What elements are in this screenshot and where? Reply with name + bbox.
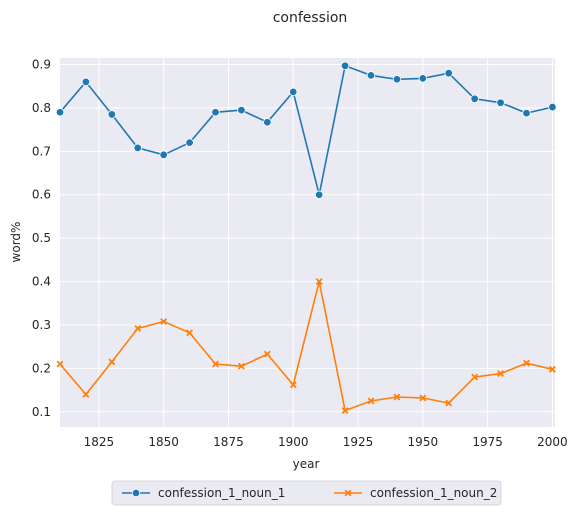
data-point [418,74,428,83]
data-point [263,350,271,358]
x-tick-label: 1875 [213,435,244,449]
data-point [160,318,168,325]
data-point [367,397,375,405]
data-point [392,75,402,84]
data-point [445,399,453,407]
y-axis-ticks: 0.1 0.2 0.3 0.4 0.5 0.6 0.7 0.8 0.9 [32,58,51,419]
data-point [548,365,556,373]
data-point [133,143,142,153]
y-tick-label: 0.8 [32,101,51,115]
x-tick-label: 1925 [343,435,374,449]
data-point [470,94,479,104]
legend-label: confession_1_noun_2 [370,486,497,500]
x-tick-label: 1900 [278,435,309,449]
data-point [548,102,557,112]
data-point [82,391,90,398]
x-axis-ticks: 1825 1850 1875 1900 1925 1950 1975 2000 [84,435,568,449]
data-point [497,370,505,378]
legend-marker [131,488,141,498]
y-tick-label: 0.7 [32,144,51,158]
x-tick-label: 1975 [472,435,503,449]
y-tick-label: 0.5 [32,231,51,245]
data-point [212,360,219,368]
legend: confession_1_noun_1 confession_1_noun_2 [111,480,502,506]
y-tick-label: 0.1 [32,405,51,419]
series-confession_1_noun_2 [56,278,556,414]
data-point [314,190,324,199]
data-point [134,325,142,332]
data-point [419,394,427,402]
data-point [522,108,531,118]
data-point [81,77,91,87]
data-point [393,393,401,401]
y-tick-label: 0.2 [32,361,51,375]
data-point [340,61,350,71]
data-point [366,71,376,80]
data-point [444,68,453,78]
y-tick-label: 0.6 [32,188,51,202]
gridlines [60,58,555,427]
y-tick-label: 0.3 [32,318,51,332]
series-group [55,61,557,414]
data-point [289,87,298,97]
data-point [263,118,272,127]
data-point [523,359,530,367]
chart-title: confession [273,10,348,26]
x-axis-label: year [293,457,320,471]
data-point [186,329,194,337]
series-confession_1_noun_1 [55,61,557,199]
data-point [107,110,117,119]
data-point [237,362,245,370]
data-point [185,138,194,147]
x-tick-label: 2000 [537,435,568,449]
data-point [289,381,297,389]
data-point [237,105,246,115]
legend-item: confession_1_noun_1 [122,486,285,500]
x-tick-label: 1850 [148,435,179,449]
series-line [59,280,553,412]
data-point [496,98,505,107]
data-point [315,278,323,286]
data-point [159,150,168,160]
legend-label: confession_1_noun_1 [158,486,285,500]
data-point [56,360,64,368]
legend-marker [344,489,352,497]
data-point [341,407,349,414]
legend-box [111,480,502,506]
data-point [55,108,65,117]
y-tick-label: 0.4 [32,275,51,289]
x-tick-label: 1825 [84,435,115,449]
y-tick-label: 0.9 [32,58,51,72]
data-point [108,358,116,366]
x-tick-label: 1950 [408,435,439,449]
data-point [211,108,220,117]
series-line [59,65,553,196]
legend-item: confession_1_noun_2 [334,486,497,500]
plot-area [60,58,555,427]
data-point [471,373,479,381]
y-axis-label: word% [9,222,23,263]
